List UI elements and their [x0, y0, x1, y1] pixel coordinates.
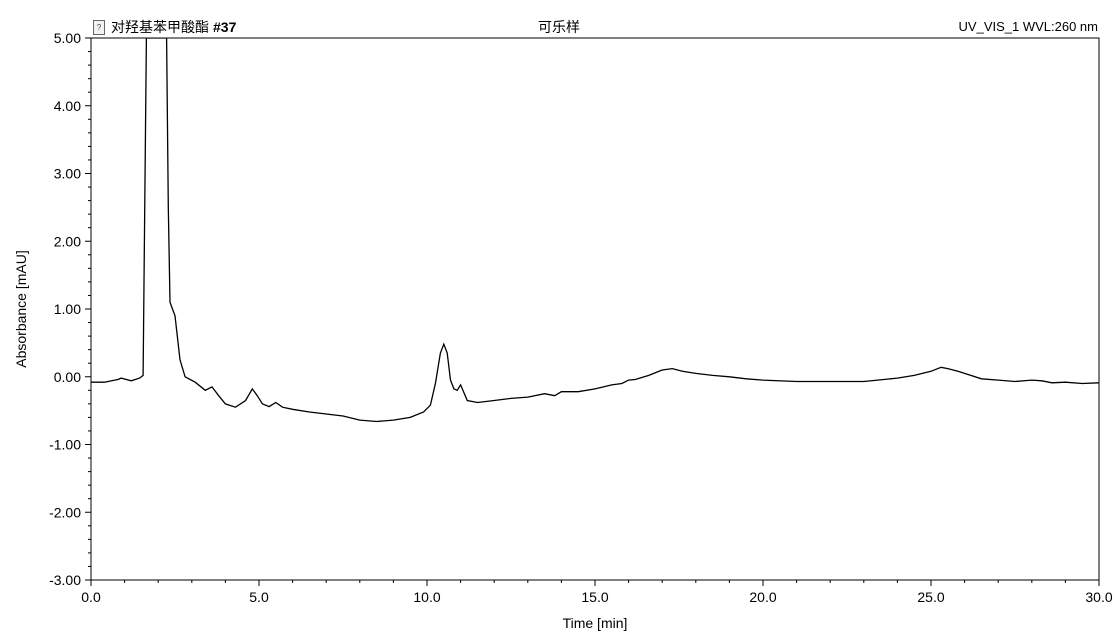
x-tick-label: 25.0	[917, 589, 944, 605]
y-tick-label: 0.00	[54, 369, 81, 385]
x-tick-label: 30.0	[1085, 589, 1112, 605]
y-tick-label: 4.00	[54, 98, 81, 114]
chromatogram-trace	[91, 38, 1099, 423]
y-tick-label: 1.00	[54, 301, 81, 317]
sample-name: 对羟基苯甲酸酯	[111, 20, 209, 36]
x-tick-label: 5.0	[249, 589, 269, 605]
y-tick-label: -2.00	[49, 504, 81, 520]
x-tick-label: 15.0	[581, 589, 608, 605]
injection-number: #37	[213, 19, 237, 35]
x-tick-label: 10.0	[413, 589, 440, 605]
y-tick-label: -3.00	[49, 572, 81, 588]
y-axis-label: Absorbance [mAU]	[13, 250, 29, 368]
y-tick-label: 3.00	[54, 166, 81, 182]
sample-label: ? 对羟基苯甲酸酯 #37	[93, 17, 236, 37]
x-axis-label: Time [min]	[563, 615, 628, 631]
y-tick-label: -1.00	[49, 437, 81, 453]
plot-frame	[90, 37, 1100, 581]
x-tick-label: 0.0	[81, 589, 101, 605]
y-axis-ticks: 5.00 4.00 3.00 2.00 1.00 0.00 -1.00 -2.00 -3.00	[49, 30, 91, 588]
y-tick-label: 2.00	[54, 233, 81, 249]
document-icon[interactable]: ?	[93, 19, 105, 35]
x-tick-label: 20.0	[749, 589, 776, 605]
y-tick-label: 5.00	[54, 30, 81, 46]
chart-header: ? 对羟基苯甲酸酯 #37 可乐样 UV_VIS_1 WVL:260 nm	[0, 0, 1118, 36]
channel-label: UV_VIS_1 WVL:260 nm	[958, 19, 1098, 34]
x-axis-ticks: 0.0 5.0 10.0 15.0 20.0 25.0 30.0	[81, 580, 1113, 605]
